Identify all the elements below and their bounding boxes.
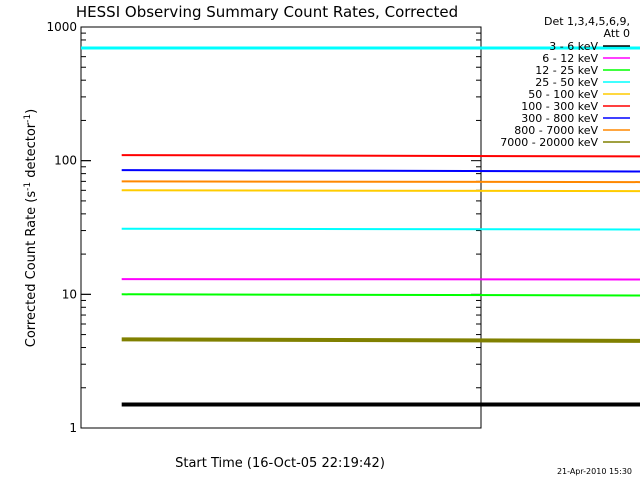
legend-entry-label: 7000 - 20000 keV — [500, 136, 598, 149]
legend-entry-label: 25 - 50 keV — [535, 76, 598, 89]
y-tick-label: 1 — [69, 421, 77, 435]
legend-entry-label: 3 - 6 keV — [549, 40, 598, 53]
y-tick-label: 1000 — [46, 20, 77, 34]
y-axis-label-mid: detector — [24, 122, 39, 182]
legend-entry-label: 800 - 7000 keV — [514, 124, 598, 137]
series-line — [121, 337, 640, 343]
timestamp: 21-Apr-2010 15:30 — [557, 467, 632, 476]
legend-header-detectors: Det 1,3,4,5,6,9, — [544, 15, 630, 28]
chart-title: HESSI Observing Summary Count Rates, Cor… — [76, 3, 458, 21]
y-axis-label-end: ) — [24, 109, 39, 114]
y-axis-label-sup1: -1 — [23, 182, 33, 191]
y-tick-label: 100 — [54, 154, 77, 168]
series-line — [121, 227, 640, 231]
legend-entry-label: 100 - 300 keV — [521, 100, 598, 113]
legend-entry-label: 6 - 12 keV — [542, 52, 598, 65]
y-axis-label-main: Corrected Count Rate (s — [24, 191, 39, 348]
legend-entry-label: 300 - 800 keV — [521, 112, 598, 125]
series-line — [121, 293, 640, 297]
legend-entry-label: 50 - 100 keV — [528, 88, 598, 101]
plot-area: 110100100022:3022:4523:0023:1523:3023:45… — [46, 20, 640, 435]
y-axis-label: Corrected Count Rate (s-1 detector-1) — [23, 109, 39, 347]
series-line — [121, 180, 640, 184]
y-axis-label-sup2: -1 — [23, 114, 33, 123]
x-axis-label: Start Time (16-Oct-05 22:19:42) — [175, 456, 385, 471]
legend-header-attenuator: Att 0 — [604, 27, 630, 40]
plot-frame — [80, 26, 482, 429]
legend-entry-label: 12 - 25 keV — [535, 64, 598, 77]
y-tick-label: 10 — [62, 287, 77, 301]
series-line — [121, 169, 640, 173]
series-line — [121, 278, 640, 281]
